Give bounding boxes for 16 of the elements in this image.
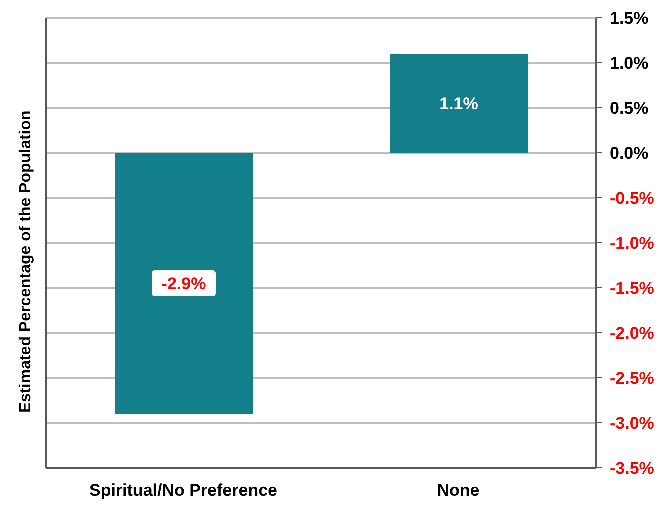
data-label: 1.1% xyxy=(440,94,478,114)
y-tick-label: 0.0% xyxy=(610,144,649,163)
x-tick-label: Spiritual/No Preference xyxy=(89,481,278,500)
y-tick-label: 1.5% xyxy=(610,9,649,28)
data-label: -2.9% xyxy=(162,274,206,294)
y-tick-label: 1.0% xyxy=(610,54,649,73)
y-tick-label: -2.5% xyxy=(610,369,654,388)
y-tick-label: -3.5% xyxy=(610,459,654,478)
y-tick-label: -0.5% xyxy=(610,189,654,208)
y-axis-title: Estimated Percentage of the Population xyxy=(18,110,35,413)
y-tick-label: -3.0% xyxy=(610,414,654,433)
x-tick-label: None xyxy=(437,481,480,500)
y-tick-label: 0.5% xyxy=(610,99,649,118)
y-tick-label: -1.5% xyxy=(610,279,654,298)
y-tick-label: -2.0% xyxy=(610,324,654,343)
y-tick-label: -1.0% xyxy=(610,234,654,253)
